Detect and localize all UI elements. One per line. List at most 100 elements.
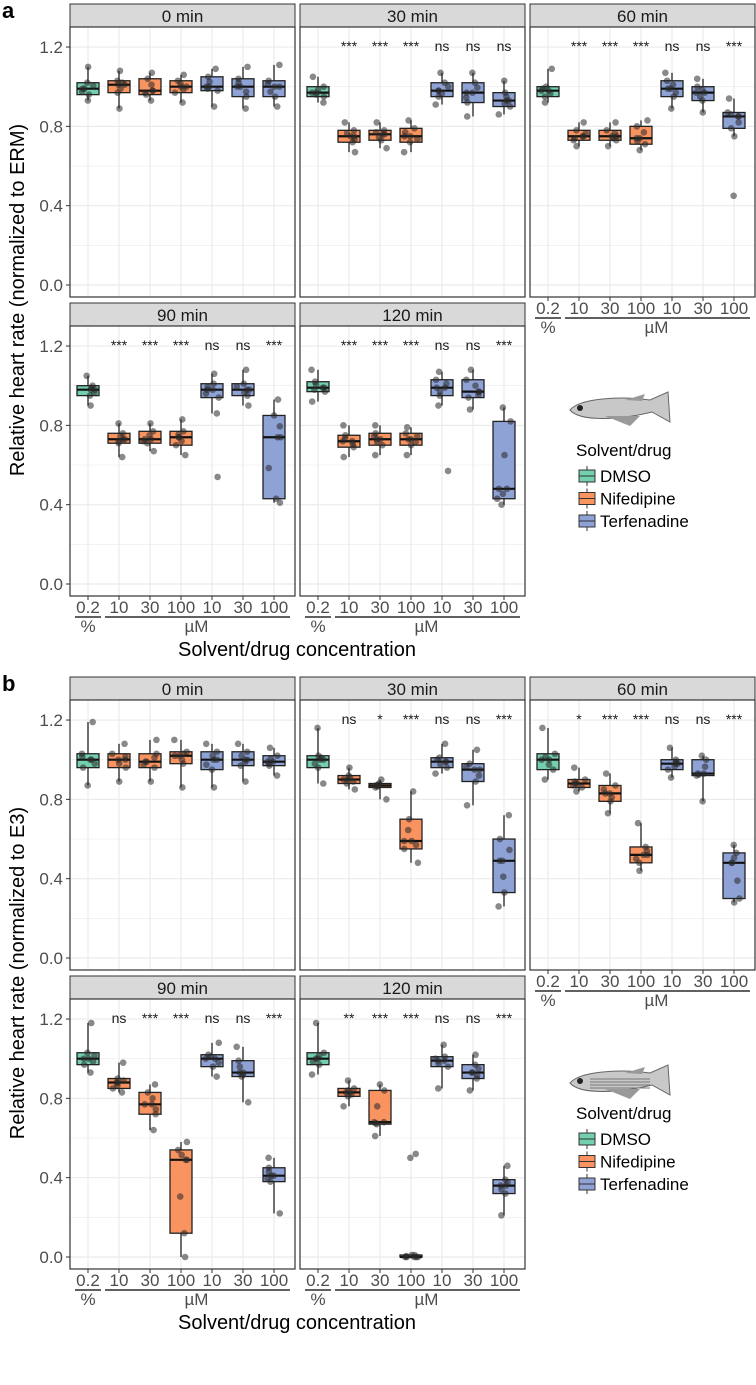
data-point [350, 1085, 358, 1092]
data-point [264, 1175, 271, 1182]
data-point [265, 1168, 273, 1176]
unit-label-micromolar: µM [415, 617, 439, 636]
data-point [349, 440, 357, 448]
plot-border [69, 26, 296, 298]
x-tick-label: 100 [720, 972, 748, 991]
data-point [441, 740, 449, 748]
box-nifedipine-100: *** [399, 711, 423, 867]
y-tick-label: 0.0 [39, 1248, 63, 1267]
data-point [235, 79, 242, 87]
data-point [633, 123, 641, 130]
data-point [541, 99, 549, 106]
box-dmso-0.2 [76, 1019, 100, 1076]
data-point [204, 73, 212, 81]
data-point [664, 766, 672, 773]
box-terfenadine-100: *** [492, 711, 516, 910]
data-point [341, 434, 349, 442]
data-point [412, 438, 419, 446]
x-tick-label: 10 [110, 1271, 129, 1290]
data-point [373, 438, 381, 446]
box-nifedipine-10: *** [107, 337, 131, 461]
data-point [150, 447, 158, 455]
data-point [462, 94, 470, 101]
data-point [472, 1051, 479, 1059]
data-point [80, 1055, 88, 1062]
data-point [499, 404, 507, 411]
data-point [147, 97, 155, 104]
legend: Solvent/drug DMSO Nifedipine Terfenadine [569, 391, 689, 531]
data-point [265, 1154, 272, 1162]
data-point [505, 811, 513, 819]
data-point [728, 859, 736, 867]
data-point [549, 766, 557, 773]
data-point [476, 766, 483, 773]
data-point [580, 119, 587, 126]
data-point [507, 418, 514, 425]
data-point [667, 774, 675, 781]
panel-a: a Relative heart rate (normalized to ERM)… [2, 0, 756, 661]
data-point [146, 431, 153, 439]
legend-label: Nifedipine [600, 490, 676, 509]
data-point [215, 1039, 223, 1047]
data-point [312, 1019, 320, 1027]
data-point [178, 756, 186, 763]
x-tick-label: 10 [663, 972, 682, 991]
significance-label: *** [602, 711, 619, 727]
data-point [276, 83, 283, 90]
significance-label: ns [435, 711, 450, 727]
data-point [539, 85, 547, 92]
fish-eye [577, 405, 583, 411]
data-point [698, 752, 706, 760]
data-point [581, 776, 589, 783]
data-point [571, 134, 578, 142]
data-point [475, 1065, 482, 1072]
y-tick-label: 1.2 [39, 337, 63, 356]
data-point [312, 91, 320, 98]
data-point [463, 763, 470, 770]
data-point [471, 79, 479, 87]
data-point [320, 1049, 328, 1057]
data-point [174, 1146, 182, 1154]
plot-border [299, 325, 526, 597]
x-tick-label: 100 [260, 1271, 288, 1290]
data-point [698, 86, 706, 93]
data-point [378, 776, 385, 783]
data-point [265, 464, 273, 472]
x-tick-label: 10 [203, 598, 222, 617]
data-point [506, 846, 513, 854]
box-nifedipine-30 [138, 69, 162, 104]
data-point [144, 1089, 152, 1096]
data-point [152, 1105, 160, 1113]
facet-120-min: 120 min** *** *** ns ns ***0.2 10 30 100 10 30 100%… [299, 975, 526, 1309]
data-point [213, 748, 221, 756]
plot-border [69, 325, 296, 597]
data-point [604, 809, 612, 817]
box-nifedipine-30: * [368, 711, 392, 803]
data-point [612, 119, 619, 126]
data-point [730, 899, 738, 906]
data-point [414, 432, 421, 440]
significance-label: *** [142, 337, 159, 353]
data-point [433, 756, 441, 763]
unit-label-percent: % [80, 617, 95, 636]
data-point [151, 1081, 159, 1088]
x-tick-label: 10 [433, 1271, 452, 1290]
data-point [209, 386, 217, 393]
data-point [435, 368, 443, 376]
unit-label-micromolar: µM [645, 991, 669, 1010]
data-point [273, 772, 281, 779]
data-point [608, 794, 616, 801]
data-point [500, 77, 508, 85]
box-terfenadine-10 [200, 65, 224, 110]
data-point [551, 750, 559, 758]
significance-label: *** [142, 1010, 159, 1026]
data-point [83, 79, 91, 87]
data-point [151, 754, 158, 762]
data-point [240, 380, 248, 388]
x-tick-label: 100 [490, 598, 518, 617]
data-point [341, 119, 349, 126]
box-nifedipine-10: *** [337, 38, 361, 156]
data-point [308, 398, 316, 405]
data-point [498, 1212, 505, 1219]
